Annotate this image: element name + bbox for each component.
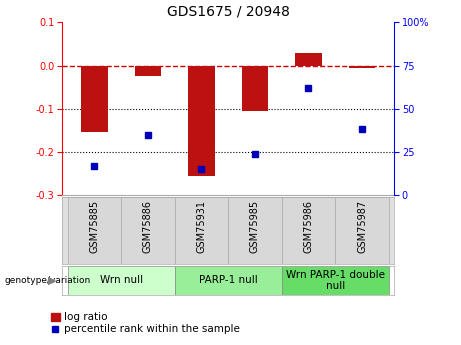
Text: GSM75886: GSM75886 [143,200,153,253]
Bar [121,197,175,264]
Text: Wrn PARP-1 double
null: Wrn PARP-1 double null [286,269,385,291]
Text: GSM75986: GSM75986 [303,200,313,253]
Bar [68,197,121,264]
Text: GSM75931: GSM75931 [196,200,207,253]
Bar [335,197,389,264]
Text: genotype/variation: genotype/variation [5,276,91,285]
Bar [68,266,175,295]
Text: GSM75985: GSM75985 [250,200,260,253]
Bar [242,66,268,111]
Bar [295,53,322,66]
Bar [282,197,335,264]
Text: ▶: ▶ [48,275,56,285]
Bar [349,66,375,68]
Bar [175,197,228,264]
Bar [188,66,215,176]
Bar [81,66,108,132]
Bar [228,197,282,264]
Bar [135,66,161,76]
Text: GSM75885: GSM75885 [89,200,100,253]
Text: Wrn null: Wrn null [100,275,143,285]
Title: GDS1675 / 20948: GDS1675 / 20948 [167,4,290,19]
Text: PARP-1 null: PARP-1 null [199,275,258,285]
Text: GSM75987: GSM75987 [357,200,367,253]
Bar [282,266,389,295]
Bar [175,266,282,295]
Legend: log ratio, percentile rank within the sample: log ratio, percentile rank within the sa… [51,312,240,334]
